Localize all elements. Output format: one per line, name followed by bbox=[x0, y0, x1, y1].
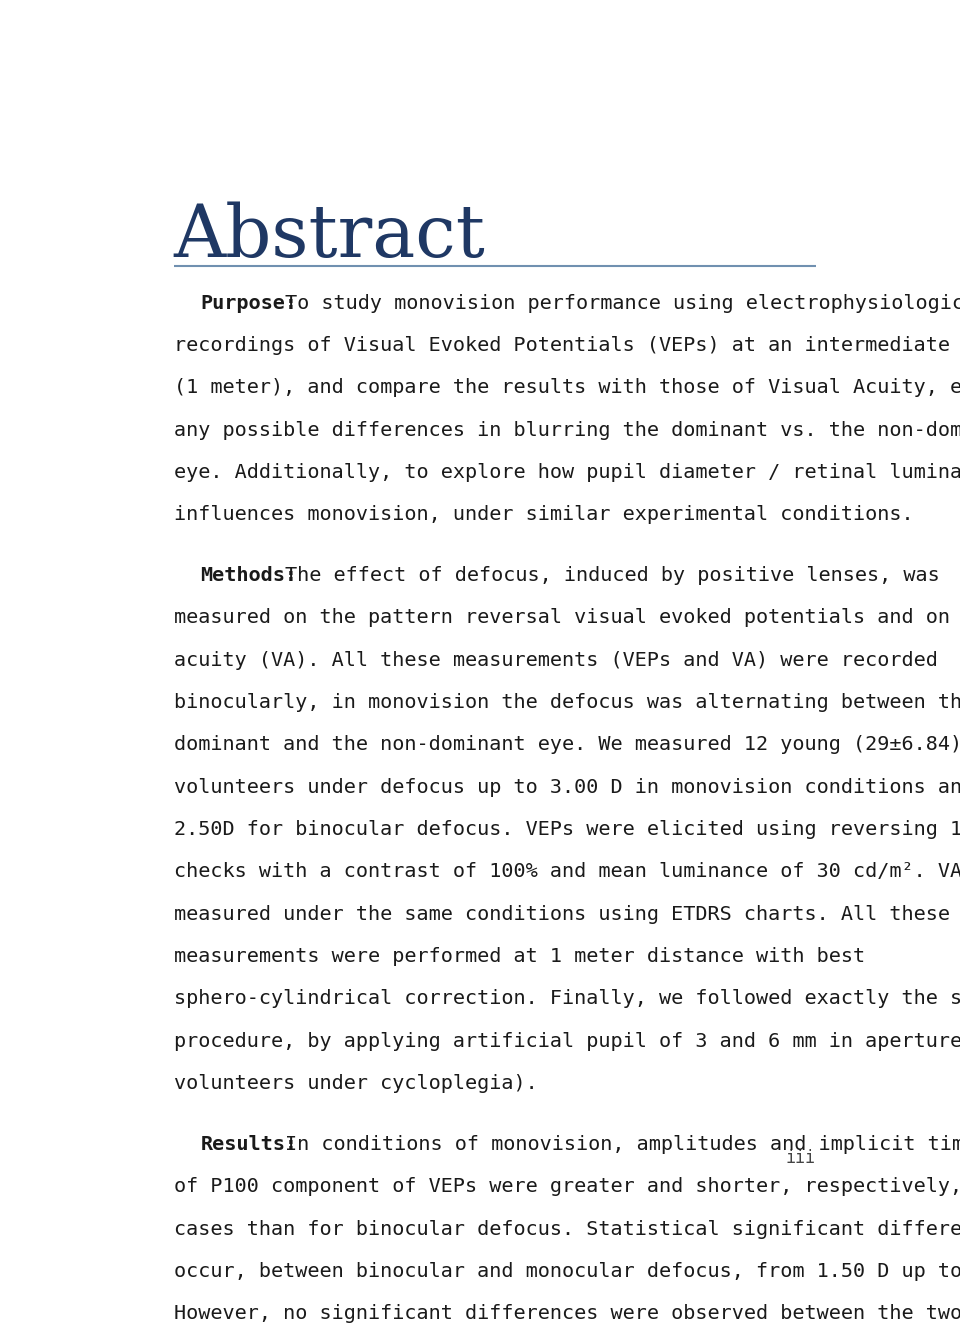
Text: However, no significant differences were observed between the two: However, no significant differences were… bbox=[174, 1304, 960, 1324]
Text: influences monovision, under similar experimental conditions.: influences monovision, under similar exp… bbox=[174, 505, 913, 525]
Text: iii: iii bbox=[785, 1149, 816, 1167]
Text: measurements were performed at 1 meter distance with best: measurements were performed at 1 meter d… bbox=[174, 947, 865, 966]
Text: procedure, by applying artificial pupil of 3 and 6 mm in aperture (in 3: procedure, by applying artificial pupil … bbox=[174, 1032, 960, 1051]
Text: To study monovision performance using electrophysiological: To study monovision performance using el… bbox=[284, 294, 960, 313]
Text: occur, between binocular and monocular defocus, from 1.50 D up to 3.00 D.: occur, between binocular and monocular d… bbox=[174, 1261, 960, 1281]
Text: Methods:: Methods: bbox=[201, 566, 298, 586]
Text: Purpose:: Purpose: bbox=[201, 294, 298, 313]
Text: In conditions of monovision, amplitudes and implicit times: In conditions of monovision, amplitudes … bbox=[284, 1136, 960, 1154]
Text: measured on the pattern reversal visual evoked potentials and on visual: measured on the pattern reversal visual … bbox=[174, 608, 960, 628]
Text: cases than for binocular defocus. Statistical significant differences: cases than for binocular defocus. Statis… bbox=[174, 1219, 960, 1239]
Text: acuity (VA). All these measurements (VEPs and VA) were recorded: acuity (VA). All these measurements (VEP… bbox=[174, 651, 938, 669]
Text: measured under the same conditions using ETDRS charts. All these: measured under the same conditions using… bbox=[174, 905, 949, 924]
Text: checks with a contrast of 100% and mean luminance of 30 cd/m². VA was: checks with a contrast of 100% and mean … bbox=[174, 863, 960, 881]
Text: Abstract: Abstract bbox=[174, 201, 486, 273]
Text: volunteers under cycloplegia).: volunteers under cycloplegia). bbox=[174, 1075, 538, 1093]
Text: any possible differences in blurring the dominant vs. the non-dominant: any possible differences in blurring the… bbox=[174, 421, 960, 440]
Text: of P100 component of VEPs were greater and shorter, respectively, in all: of P100 component of VEPs were greater a… bbox=[174, 1177, 960, 1196]
Text: 2.50D for binocular defocus. VEPs were elicited using reversing 10 arcmin: 2.50D for binocular defocus. VEPs were e… bbox=[174, 820, 960, 839]
Text: The effect of defocus, induced by positive lenses, was: The effect of defocus, induced by positi… bbox=[284, 566, 940, 586]
Text: sphero-cylindrical correction. Finally, we followed exactly the same: sphero-cylindrical correction. Finally, … bbox=[174, 990, 960, 1008]
Text: recordings of Visual Evoked Potentials (VEPs) at an intermediate distance: recordings of Visual Evoked Potentials (… bbox=[174, 337, 960, 355]
Text: (1 meter), and compare the results with those of Visual Acuity, exploring: (1 meter), and compare the results with … bbox=[174, 379, 960, 398]
Text: volunteers under defocus up to 3.00 D in monovision conditions and up to: volunteers under defocus up to 3.00 D in… bbox=[174, 778, 960, 796]
Text: dominant and the non-dominant eye. We measured 12 young (29±6.84): dominant and the non-dominant eye. We me… bbox=[174, 735, 960, 754]
Text: eye. Additionally, to explore how pupil diameter / retinal luminance: eye. Additionally, to explore how pupil … bbox=[174, 462, 960, 482]
Text: binocularly, in monovision the defocus was alternating between the: binocularly, in monovision the defocus w… bbox=[174, 693, 960, 712]
Text: Results:: Results: bbox=[201, 1136, 298, 1154]
